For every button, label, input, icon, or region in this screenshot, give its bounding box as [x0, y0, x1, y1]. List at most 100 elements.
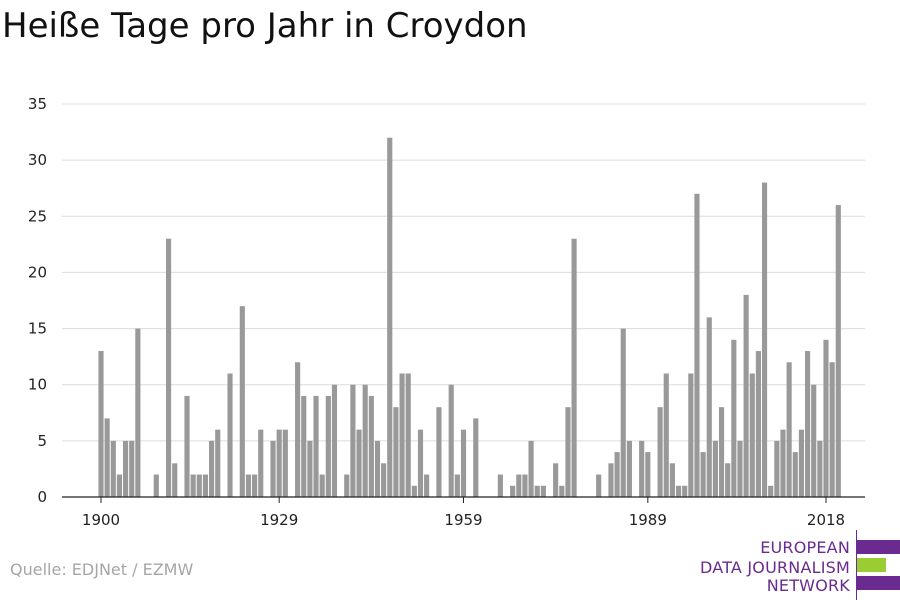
bar-1959: [460, 429, 467, 497]
bar-1972: [540, 485, 546, 497]
y-tick-label: 25: [28, 207, 47, 225]
bar-1969: [522, 474, 528, 497]
bar-2008: [761, 182, 768, 497]
bar-1997: [694, 193, 700, 497]
bar-1947: [387, 137, 393, 497]
bar-1914: [184, 395, 190, 497]
bar-1919: [215, 429, 221, 497]
logo-line-2: DATA JOURNALISM: [700, 558, 850, 577]
bar-1952: [417, 429, 424, 497]
bar-2020: [835, 205, 841, 497]
y-tick-label: 35: [28, 95, 47, 113]
bar-1965: [497, 474, 503, 497]
bar-1901: [104, 418, 110, 497]
bar-1935: [313, 395, 319, 497]
bar-chart: 0 5 10 15 20 25 30 35 1900 1929 1959 1989 2018: [28, 95, 865, 529]
logo-bar-purple-top: [856, 540, 900, 554]
bar-1904: [123, 440, 129, 497]
bar-1953: [424, 474, 430, 497]
bar-2019: [829, 362, 835, 497]
edjnet-logo: EUROPEAN DATA JOURNALISM NETWORK: [700, 530, 900, 600]
y-tick-label: 30: [28, 151, 47, 169]
bar-1971: [534, 485, 540, 497]
bar-1967: [510, 485, 516, 497]
bar-2014: [798, 429, 804, 497]
x-tick-label: 1989: [629, 511, 667, 529]
bar-2003: [731, 339, 737, 497]
logo-divider: [856, 530, 857, 600]
bar-1915: [190, 474, 196, 497]
bar-1950: [405, 373, 411, 497]
bar-1968: [516, 474, 522, 497]
logo-bar-green: [856, 558, 886, 572]
bar-1983: [608, 463, 614, 497]
bar-1918: [209, 440, 215, 497]
bar-1928: [270, 440, 276, 497]
bar-2007: [755, 351, 761, 497]
bar-1981: [596, 474, 602, 497]
bar-1984: [614, 452, 620, 497]
bar-1924: [245, 474, 252, 497]
logo-bar-purple-bottom: [856, 576, 900, 590]
bar-1941: [350, 384, 356, 497]
bar-1985: [620, 328, 626, 497]
bar-1929: [276, 429, 282, 497]
y-axis: 0 5 10 15 20 25 30 35: [28, 95, 47, 506]
bars: [98, 137, 841, 498]
y-tick-label: 15: [28, 320, 47, 338]
bar-1974: [553, 463, 559, 497]
bar-2010: [774, 440, 780, 497]
bar-1977: [571, 238, 577, 498]
x-tick-label: 1929: [260, 511, 298, 529]
bar-1906: [135, 328, 141, 497]
bar-1934: [307, 440, 313, 497]
x-tick-label: 1959: [444, 511, 482, 529]
logo-line-1: EUROPEAN: [760, 538, 850, 557]
bar-1900: [98, 351, 104, 497]
bar-1995: [682, 485, 688, 497]
bar-1996: [688, 373, 694, 497]
x-tick-label: 1900: [82, 511, 120, 529]
bar-1912: [172, 463, 178, 497]
bar-1902: [110, 440, 116, 497]
bar-1940: [344, 474, 350, 497]
bar-2013: [792, 452, 798, 497]
bar-1921: [227, 373, 233, 497]
x-axis: 1900 1929 1959 1989 2018: [62, 496, 865, 529]
bar-1917: [202, 474, 209, 497]
bar-1998: [700, 452, 706, 497]
bar-1991: [657, 407, 663, 497]
bar-1925: [252, 474, 258, 497]
bar-1932: [295, 362, 301, 497]
bar-2004: [737, 440, 743, 497]
bar-1989: [645, 452, 651, 497]
bar-1949: [399, 373, 405, 497]
bar-1994: [675, 485, 682, 497]
bar-1946: [381, 463, 387, 497]
y-tick-label: 5: [37, 432, 47, 450]
bar-1945: [374, 440, 381, 497]
gridlines: [62, 103, 865, 442]
bar-1923: [239, 306, 245, 497]
bar-1951: [411, 485, 417, 497]
chart-title: Heiße Tage pro Jahr in Croydon: [2, 6, 528, 46]
bar-1944: [368, 395, 374, 497]
bar-1955: [436, 407, 442, 497]
bar-1957: [448, 384, 454, 497]
bar-1926: [258, 429, 264, 497]
bar-1992: [663, 373, 669, 497]
bar-2012: [786, 362, 792, 497]
bar-2015: [805, 351, 811, 497]
bar-1975: [559, 485, 565, 497]
bar-1909: [153, 474, 159, 497]
bar-1993: [669, 463, 675, 497]
bar-2017: [817, 440, 823, 497]
source-note: Quelle: EDJNet / EZMW: [10, 560, 194, 579]
bar-2016: [811, 384, 817, 497]
bar-1943: [362, 384, 368, 497]
bar-1911: [166, 238, 172, 498]
bar-1938: [331, 384, 338, 497]
bar-1986: [626, 440, 632, 497]
bar-1970: [528, 440, 534, 497]
bar-1916: [196, 474, 202, 497]
